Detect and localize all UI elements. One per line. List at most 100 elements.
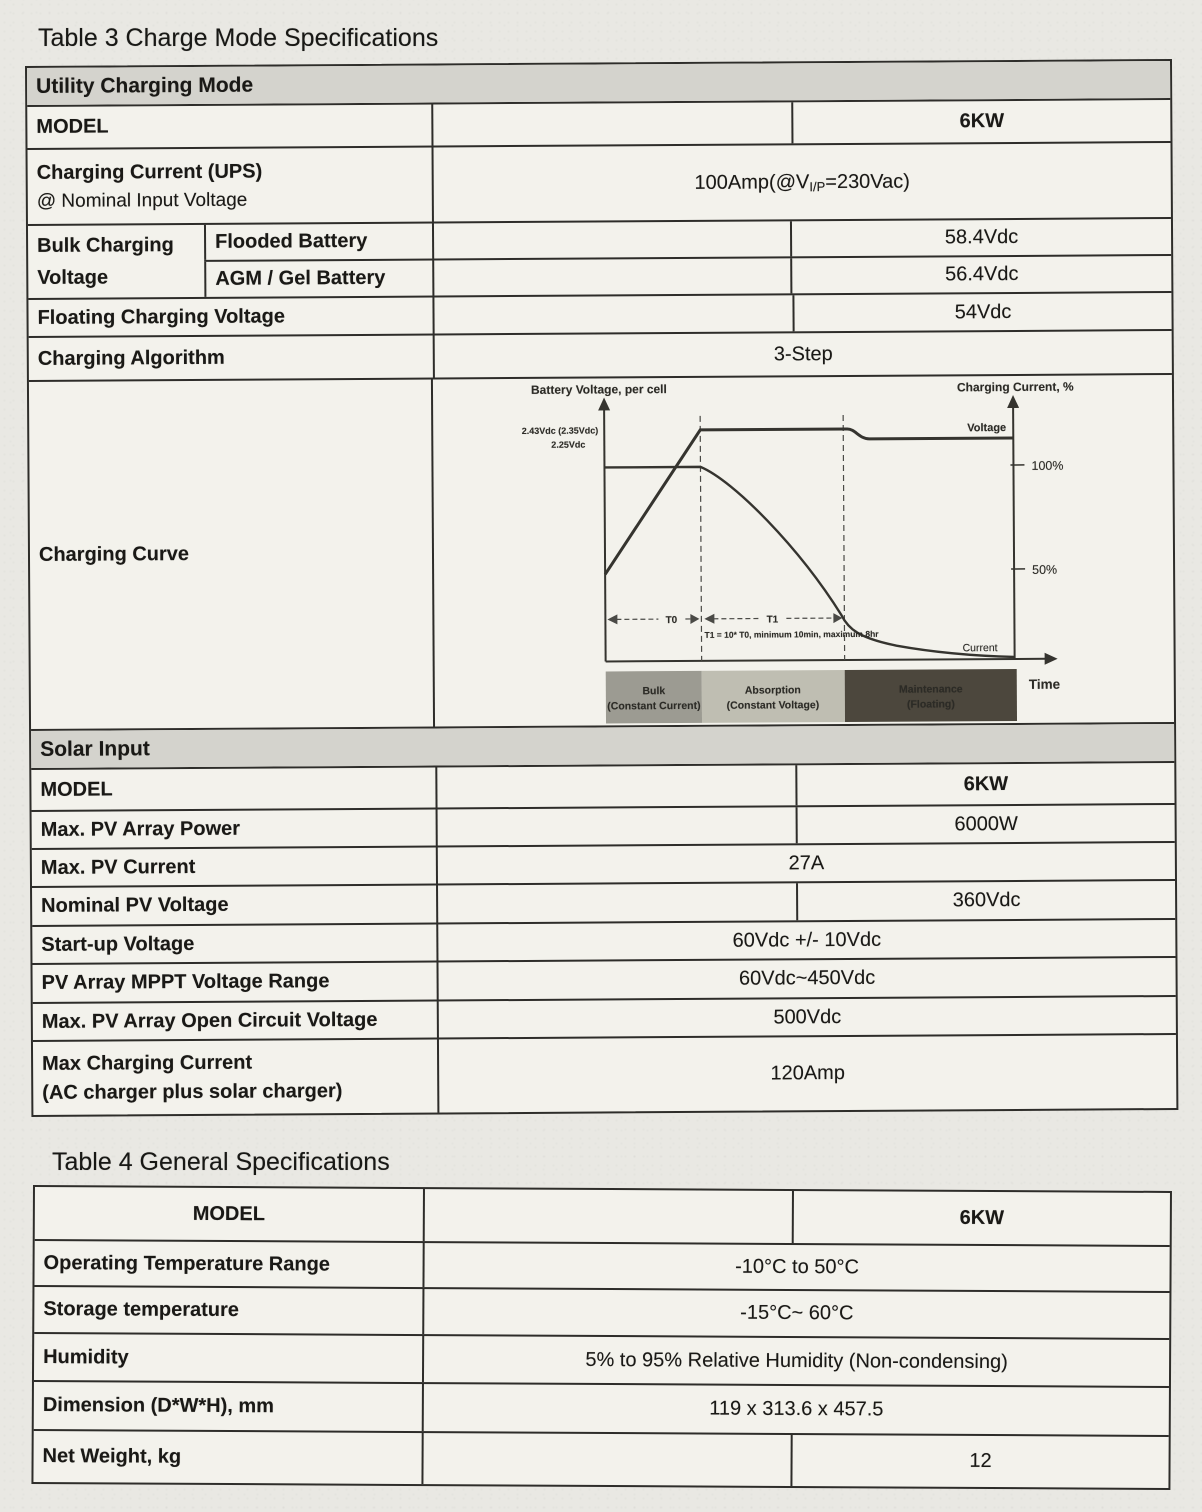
table-row: Flooded Battery 58.4Vdc bbox=[203, 219, 1172, 260]
t0-arrow-right bbox=[690, 613, 700, 624]
dimension-label: Dimension (D*W*H), mm bbox=[42, 1394, 275, 1418]
agm-gel-battery-label: AGM / Gel Battery bbox=[204, 260, 433, 297]
storage-temp-value: -15°C~ 60°C bbox=[422, 1289, 1170, 1338]
startup-voltage-value: 60Vdc +/- 10Vdc bbox=[436, 919, 1176, 961]
table-row: MODEL 6KW bbox=[35, 1187, 1170, 1245]
table-row: Start-up Voltage 60Vdc +/- 10Vdc bbox=[32, 917, 1176, 963]
net-weight-value: 12 bbox=[790, 1434, 1169, 1488]
bulk-stage-band bbox=[605, 670, 703, 724]
charging-curve-svg: Battery Voltage, per cell Charging Curre… bbox=[522, 380, 1074, 724]
floating-stage-band bbox=[844, 668, 1018, 723]
pv-array-power-label: Max. PV Array Power bbox=[40, 817, 241, 841]
solar-model-label: MODEL bbox=[40, 777, 113, 801]
max-charging-current-label-line2: (AC charger plus solar charger) bbox=[42, 1079, 343, 1104]
left-axis-arrow bbox=[598, 397, 611, 411]
table-row: Nominal PV Voltage 360Vdc bbox=[32, 878, 1176, 925]
floating-charging-value: 54Vdc bbox=[792, 293, 1172, 332]
table-row: Max. PV Array Open Circuit Voltage 500Vd… bbox=[32, 994, 1176, 1040]
charging-algorithm-label: Charging Algorithm bbox=[37, 346, 225, 370]
charging-curve-label: Charging Curve bbox=[38, 543, 190, 566]
bulk-charging-label-line2: Voltage bbox=[37, 265, 109, 289]
right-axis-label: Charging Current, % bbox=[957, 380, 1074, 395]
charging-current-value-pre: 100Amp(@V bbox=[694, 170, 810, 194]
max-charging-current-value: 120Amp bbox=[436, 1034, 1177, 1113]
humidity-value: 5% to 95% Relative Humidity (Non-condens… bbox=[421, 1336, 1170, 1386]
max-charging-current-label: Max Charging Current (AC charger plus so… bbox=[33, 1040, 437, 1115]
table-row: Max. PV Array Power 6000W bbox=[31, 802, 1175, 848]
model-value: 6KW bbox=[791, 100, 1171, 144]
table-row: Charging Current (UPS) @ Nominal Input V… bbox=[27, 141, 1171, 224]
operating-temp-value: -10°C to 50°C bbox=[422, 1243, 1170, 1291]
time-axis-line bbox=[605, 657, 1047, 663]
table-row: Charging Curve bbox=[28, 372, 1175, 729]
t1-arrow-right bbox=[833, 613, 843, 624]
t4-model-value: 6KW bbox=[791, 1190, 1170, 1245]
t0-arrow-left bbox=[607, 614, 618, 625]
absorption-stage-label-line2: (Constant Voltage) bbox=[727, 699, 820, 712]
net-weight-label: Net Weight, kg bbox=[42, 1445, 182, 1468]
bulk-charging-label-line1: Bulk Charging bbox=[37, 233, 174, 257]
bulk-charging-label: Bulk Charging Voltage bbox=[28, 225, 204, 298]
table-row: PV Array MPPT Voltage Range 60Vdc~450Vdc bbox=[32, 955, 1176, 1002]
empty-cell bbox=[435, 765, 796, 808]
empty-cell bbox=[422, 1189, 792, 1243]
table-row: Floating Charging Voltage 54Vdc bbox=[28, 291, 1172, 336]
floating-stage-label-line1: Maintenance bbox=[899, 683, 963, 695]
voltage-series-label: Voltage bbox=[967, 422, 1006, 434]
pv-current-value: 27A bbox=[435, 842, 1175, 884]
open-circuit-voltage-label: Max. PV Array Open Circuit Voltage bbox=[41, 1008, 378, 1033]
time-axis-label: Time bbox=[1029, 677, 1061, 692]
time-axis-arrow bbox=[1044, 652, 1058, 665]
table-row: MODEL 6KW bbox=[27, 98, 1171, 148]
t1-note: T1 = 10* T0, minimum 10min, maximum 8hr bbox=[704, 629, 879, 640]
charging-current-value-sub: I/P bbox=[809, 178, 826, 194]
table-row: Charging Algorithm 3-Step bbox=[28, 329, 1172, 380]
empty-cell bbox=[432, 258, 791, 296]
table-row: Storage temperature -15°C~ 60°C bbox=[34, 1285, 1170, 1338]
charge-mode-spec-table: Utility Charging Mode MODEL 6KW Charging… bbox=[25, 58, 1179, 1117]
tick-50-label: 50% bbox=[1032, 563, 1057, 577]
agm-gel-battery-value: 56.4Vdc bbox=[790, 256, 1172, 294]
charging-curve-chart: Battery Voltage, per cell Charging Curre… bbox=[430, 374, 1175, 727]
absorption-stage-label-line1: Absorption bbox=[745, 684, 801, 696]
flooded-battery-value: 58.4Vdc bbox=[789, 219, 1172, 257]
max-charging-current-label-line1: Max Charging Current bbox=[42, 1051, 253, 1075]
left-axis-line bbox=[603, 406, 607, 662]
floating-stage-label-line2: (Floating) bbox=[907, 698, 955, 710]
absorption-stage-band bbox=[701, 670, 846, 723]
table-row: Operating Temperature Range -10°C to 50°… bbox=[34, 1239, 1170, 1291]
charging-current-value: 100Amp(@V I/P =230Vac) bbox=[431, 143, 1171, 222]
charging-current-label: Charging Current (UPS) @ Nominal Input V… bbox=[28, 148, 432, 224]
empty-cell bbox=[421, 1433, 791, 1486]
operating-temp-label: Operating Temperature Range bbox=[43, 1251, 331, 1276]
right-axis-arrow bbox=[1007, 394, 1020, 409]
voltage-curve bbox=[603, 427, 1014, 576]
voltage-level-label-2: 2.25Vdc bbox=[551, 440, 585, 450]
solar-model-value: 6KW bbox=[795, 762, 1175, 806]
t4-model-label: MODEL bbox=[192, 1202, 266, 1225]
general-spec-table: MODEL 6KW Operating Temperature Range -1… bbox=[31, 1185, 1172, 1490]
bulk-stage-label-line1: Bulk bbox=[642, 685, 665, 697]
charging-current-label-line2: @ Nominal Input Voltage bbox=[36, 189, 248, 212]
charging-current-label-line1: Charging Current (UPS) bbox=[36, 160, 263, 184]
voltage-level-label-1: 2.43Vdc (2.35Vdc) bbox=[522, 426, 599, 436]
empty-cell bbox=[431, 102, 792, 146]
charging-current-value-post: =230Vac) bbox=[825, 170, 910, 193]
left-axis-label: Battery Voltage, per cell bbox=[531, 382, 667, 397]
mppt-range-value: 60Vdc~450Vdc bbox=[436, 957, 1176, 1000]
table-row: AGM / Gel Battery 56.4Vdc bbox=[204, 254, 1172, 297]
empty-cell bbox=[432, 295, 793, 334]
table3-title: Table 3 Charge Mode Specifications bbox=[38, 24, 439, 52]
t1-label: T1 bbox=[767, 614, 779, 625]
utility-charging-mode-header: Utility Charging Mode bbox=[27, 61, 1171, 105]
empty-cell bbox=[431, 221, 791, 259]
current-series-label: Current bbox=[963, 642, 998, 654]
startup-voltage-label: Start-up Voltage bbox=[41, 932, 195, 956]
nominal-pv-voltage-value: 360Vdc bbox=[796, 880, 1176, 921]
table-row: Max Charging Current (AC charger plus so… bbox=[32, 1032, 1177, 1115]
phase-divider-1 bbox=[699, 415, 703, 661]
open-circuit-voltage-value: 500Vdc bbox=[436, 996, 1176, 1038]
storage-temp-label: Storage temperature bbox=[43, 1298, 240, 1322]
model-label: MODEL bbox=[36, 115, 109, 138]
